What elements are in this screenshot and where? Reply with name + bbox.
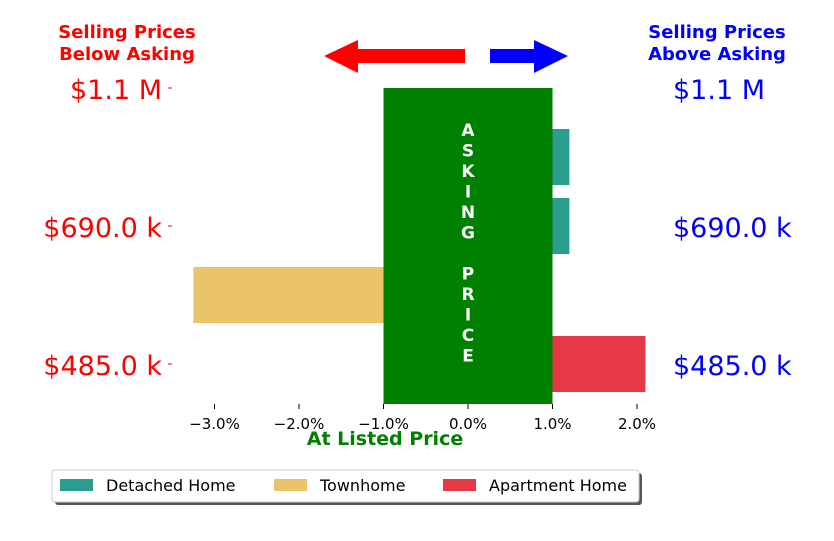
bar-detached-home-0 bbox=[552, 129, 570, 185]
asking-letter-3: I bbox=[465, 183, 471, 203]
asking-price-band bbox=[383, 88, 553, 404]
arrow-right-icon bbox=[490, 40, 568, 73]
right-price-label-1: $1.1 M bbox=[673, 75, 765, 106]
above-asking-title-line1: Selling Prices bbox=[648, 22, 785, 43]
below-asking-title-line1: Selling Prices bbox=[58, 22, 195, 43]
left-price-label-2: $690.0 k bbox=[43, 213, 162, 244]
legend-items: Detached Home Townhome Apartment Home bbox=[60, 476, 627, 495]
legend-swatch-townhome bbox=[274, 479, 307, 491]
asking-letter-9: I bbox=[465, 306, 471, 326]
x-tick-label-0: −3.0% bbox=[189, 415, 240, 433]
bar-townhome-2 bbox=[193, 267, 384, 323]
left-price-label-1: $1.1 M bbox=[70, 75, 162, 106]
left-price-label-3: $485.0 k bbox=[43, 351, 162, 382]
below-asking-title-line2: Below Asking bbox=[59, 44, 195, 65]
x-axis-label: At Listed Price bbox=[307, 428, 463, 450]
legend-label-townhome: Townhome bbox=[319, 476, 405, 495]
asking-letter-7: P bbox=[462, 265, 474, 285]
asking-letter-10: C bbox=[462, 326, 474, 346]
bar-detached-home-1 bbox=[552, 198, 570, 254]
asking-letter-8: R bbox=[461, 285, 474, 305]
asking-letter-4: N bbox=[461, 203, 475, 223]
above-asking-title-line2: Above Asking bbox=[648, 44, 786, 65]
arrow-left-icon bbox=[324, 40, 465, 73]
asking-letter-1: S bbox=[462, 142, 474, 162]
asking-letter-2: K bbox=[461, 162, 475, 182]
legend-label-apartment-home: Apartment Home bbox=[489, 476, 627, 495]
legend-frame bbox=[51, 469, 640, 503]
legend-swatch-detached-home bbox=[60, 479, 93, 491]
legend-label-detached-home: Detached Home bbox=[106, 476, 236, 495]
bars-group bbox=[193, 129, 646, 392]
bar-apartment-home-3 bbox=[552, 336, 646, 392]
legend-swatch-apartment-home bbox=[443, 479, 476, 491]
x-axis-ticks: −3.0% −2.0% −1.0% 0.0% 1.0% 2.0% bbox=[189, 404, 656, 433]
x-tick-label-4: 1.0% bbox=[533, 415, 571, 433]
x-tick-label-3: 0.0% bbox=[449, 415, 487, 433]
right-price-label-2: $690.0 k bbox=[673, 213, 792, 244]
asking-letter-11: E bbox=[462, 347, 474, 367]
x-tick-label-5: 2.0% bbox=[618, 415, 656, 433]
asking-letter-0: A bbox=[461, 121, 475, 141]
right-price-label-3: $485.0 k bbox=[673, 351, 792, 382]
asking-letter-5: G bbox=[461, 224, 475, 244]
x-tick-label-2: −1.0% bbox=[358, 415, 409, 433]
legend: Detached Home Townhome Apartment Home bbox=[51, 469, 642, 505]
x-tick-label-1: −2.0% bbox=[274, 415, 325, 433]
